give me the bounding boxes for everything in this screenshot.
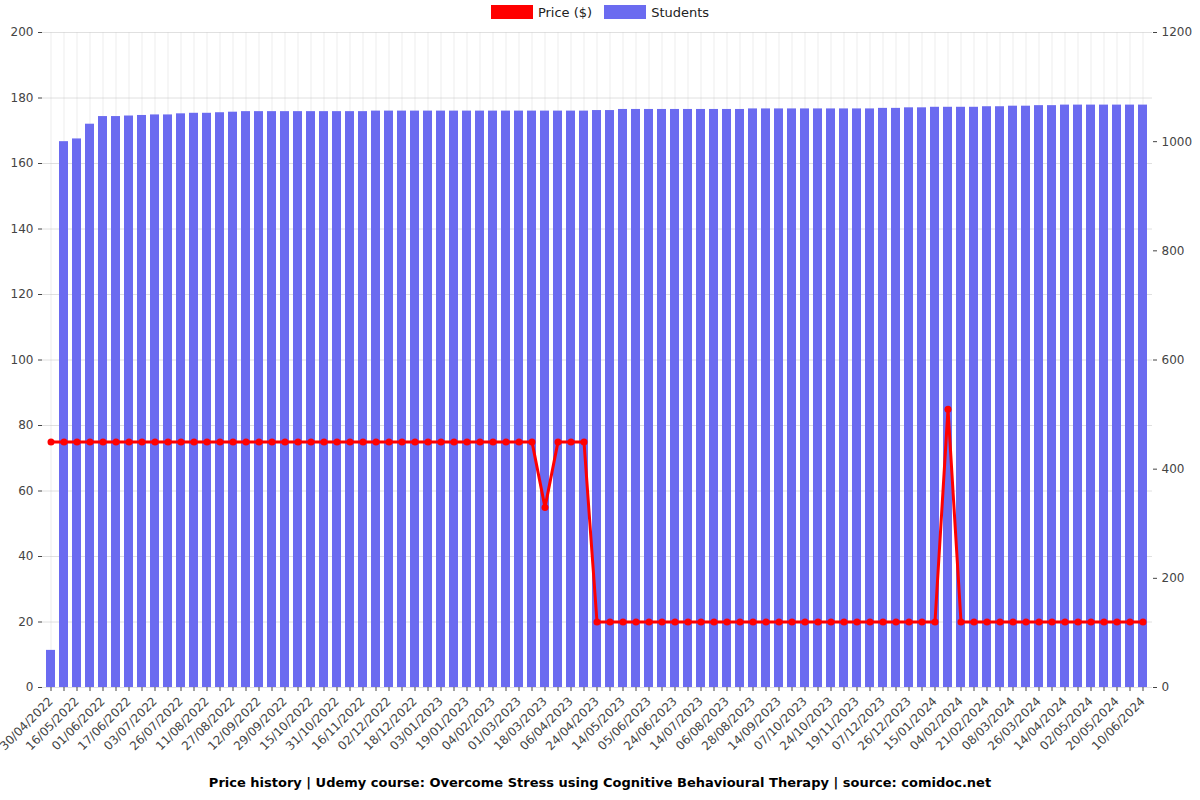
svg-text:14/04/2024: 14/04/2024	[1011, 694, 1070, 754]
svg-text:24/06/2023: 24/06/2023	[621, 694, 680, 754]
svg-text:19/01/2023: 19/01/2023	[413, 694, 472, 754]
svg-text:29/09/2022: 29/09/2022	[231, 694, 290, 754]
svg-text:26/03/2024: 26/03/2024	[985, 694, 1044, 754]
svg-text:800: 800	[1162, 244, 1185, 258]
svg-text:16/05/2022: 16/05/2022	[23, 694, 82, 754]
svg-text:20: 20	[18, 615, 33, 629]
svg-text:26/07/2022: 26/07/2022	[127, 694, 186, 754]
svg-text:14/05/2023: 14/05/2023	[569, 694, 628, 754]
svg-text:10/06/2024: 10/06/2024	[1089, 694, 1148, 753]
svg-text:01/03/2023: 01/03/2023	[465, 694, 524, 754]
svg-text:15/01/2024: 15/01/2024	[881, 694, 940, 754]
svg-text:26/12/2023: 26/12/2023	[855, 694, 914, 754]
svg-text:18/12/2022: 18/12/2022	[361, 694, 420, 754]
svg-text:120: 120	[11, 287, 34, 301]
svg-text:03/01/2023: 03/01/2023	[387, 694, 446, 754]
svg-text:04/02/2023: 04/02/2023	[439, 694, 498, 754]
svg-text:20/05/2024: 20/05/2024	[1063, 694, 1122, 754]
svg-text:21/02/2024: 21/02/2024	[933, 694, 992, 754]
svg-text:200: 200	[1162, 571, 1185, 585]
svg-text:160: 160	[11, 156, 34, 170]
svg-text:06/04/2023: 06/04/2023	[517, 694, 576, 754]
svg-text:03/07/2022: 03/07/2022	[101, 694, 160, 754]
svg-text:80: 80	[18, 418, 33, 432]
svg-text:16/11/2022: 16/11/2022	[309, 694, 368, 754]
svg-text:08/03/2024: 08/03/2024	[959, 694, 1018, 754]
svg-text:27/08/2022: 27/08/2022	[179, 694, 238, 754]
svg-text:24/10/2023: 24/10/2023	[777, 694, 836, 754]
svg-text:1200: 1200	[1162, 25, 1193, 39]
html-text:Price history | Udemy course:: Price history | Udemy course: Overcome S…	[208, 775, 992, 790]
svg-text:07/12/2023: 07/12/2023	[829, 694, 888, 754]
svg-text:180: 180	[11, 91, 34, 105]
svg-text:02/12/2022: 02/12/2022	[335, 694, 394, 754]
svg-text:02/05/2024: 02/05/2024	[1037, 694, 1096, 754]
svg-text:28/08/2023: 28/08/2023	[699, 694, 758, 754]
svg-text:15/10/2022: 15/10/2022	[257, 694, 316, 754]
svg-text:11/08/2022: 11/08/2022	[153, 694, 212, 754]
svg-text:19/11/2023: 19/11/2023	[803, 694, 862, 754]
svg-text:400: 400	[1162, 462, 1185, 476]
html-text:Students: Students	[651, 4, 710, 20]
svg-text:12/09/2022: 12/09/2022	[205, 694, 264, 754]
svg-text:31/10/2022: 31/10/2022	[283, 694, 342, 754]
svg-text:0: 0	[1162, 680, 1170, 694]
svg-text:600: 600	[1162, 353, 1185, 367]
svg-text:0: 0	[26, 680, 34, 694]
svg-text:06/08/2023: 06/08/2023	[673, 694, 732, 754]
svg-text:18/03/2023: 18/03/2023	[491, 694, 550, 754]
svg-text:60: 60	[18, 484, 33, 498]
svg-text:01/06/2022: 01/06/2022	[49, 694, 108, 754]
svg-text:140: 140	[11, 222, 34, 236]
svg-text:04/02/2024: 04/02/2024	[907, 694, 966, 754]
svg-text:24/04/2023: 24/04/2023	[543, 694, 602, 754]
svg-text:40: 40	[18, 549, 33, 563]
svg-text:07/10/2023: 07/10/2023	[751, 694, 810, 754]
svg-text:200: 200	[11, 25, 34, 39]
svg-text:1000: 1000	[1162, 135, 1193, 149]
svg-text:14/09/2023: 14/09/2023	[725, 694, 784, 754]
svg-text:100: 100	[11, 353, 34, 367]
svg-text:05/06/2023: 05/06/2023	[595, 694, 654, 754]
html-text:Price ($): Price ($)	[537, 4, 593, 20]
svg-text:17/06/2022: 17/06/2022	[75, 694, 134, 754]
svg-text:14/07/2023: 14/07/2023	[647, 694, 706, 754]
